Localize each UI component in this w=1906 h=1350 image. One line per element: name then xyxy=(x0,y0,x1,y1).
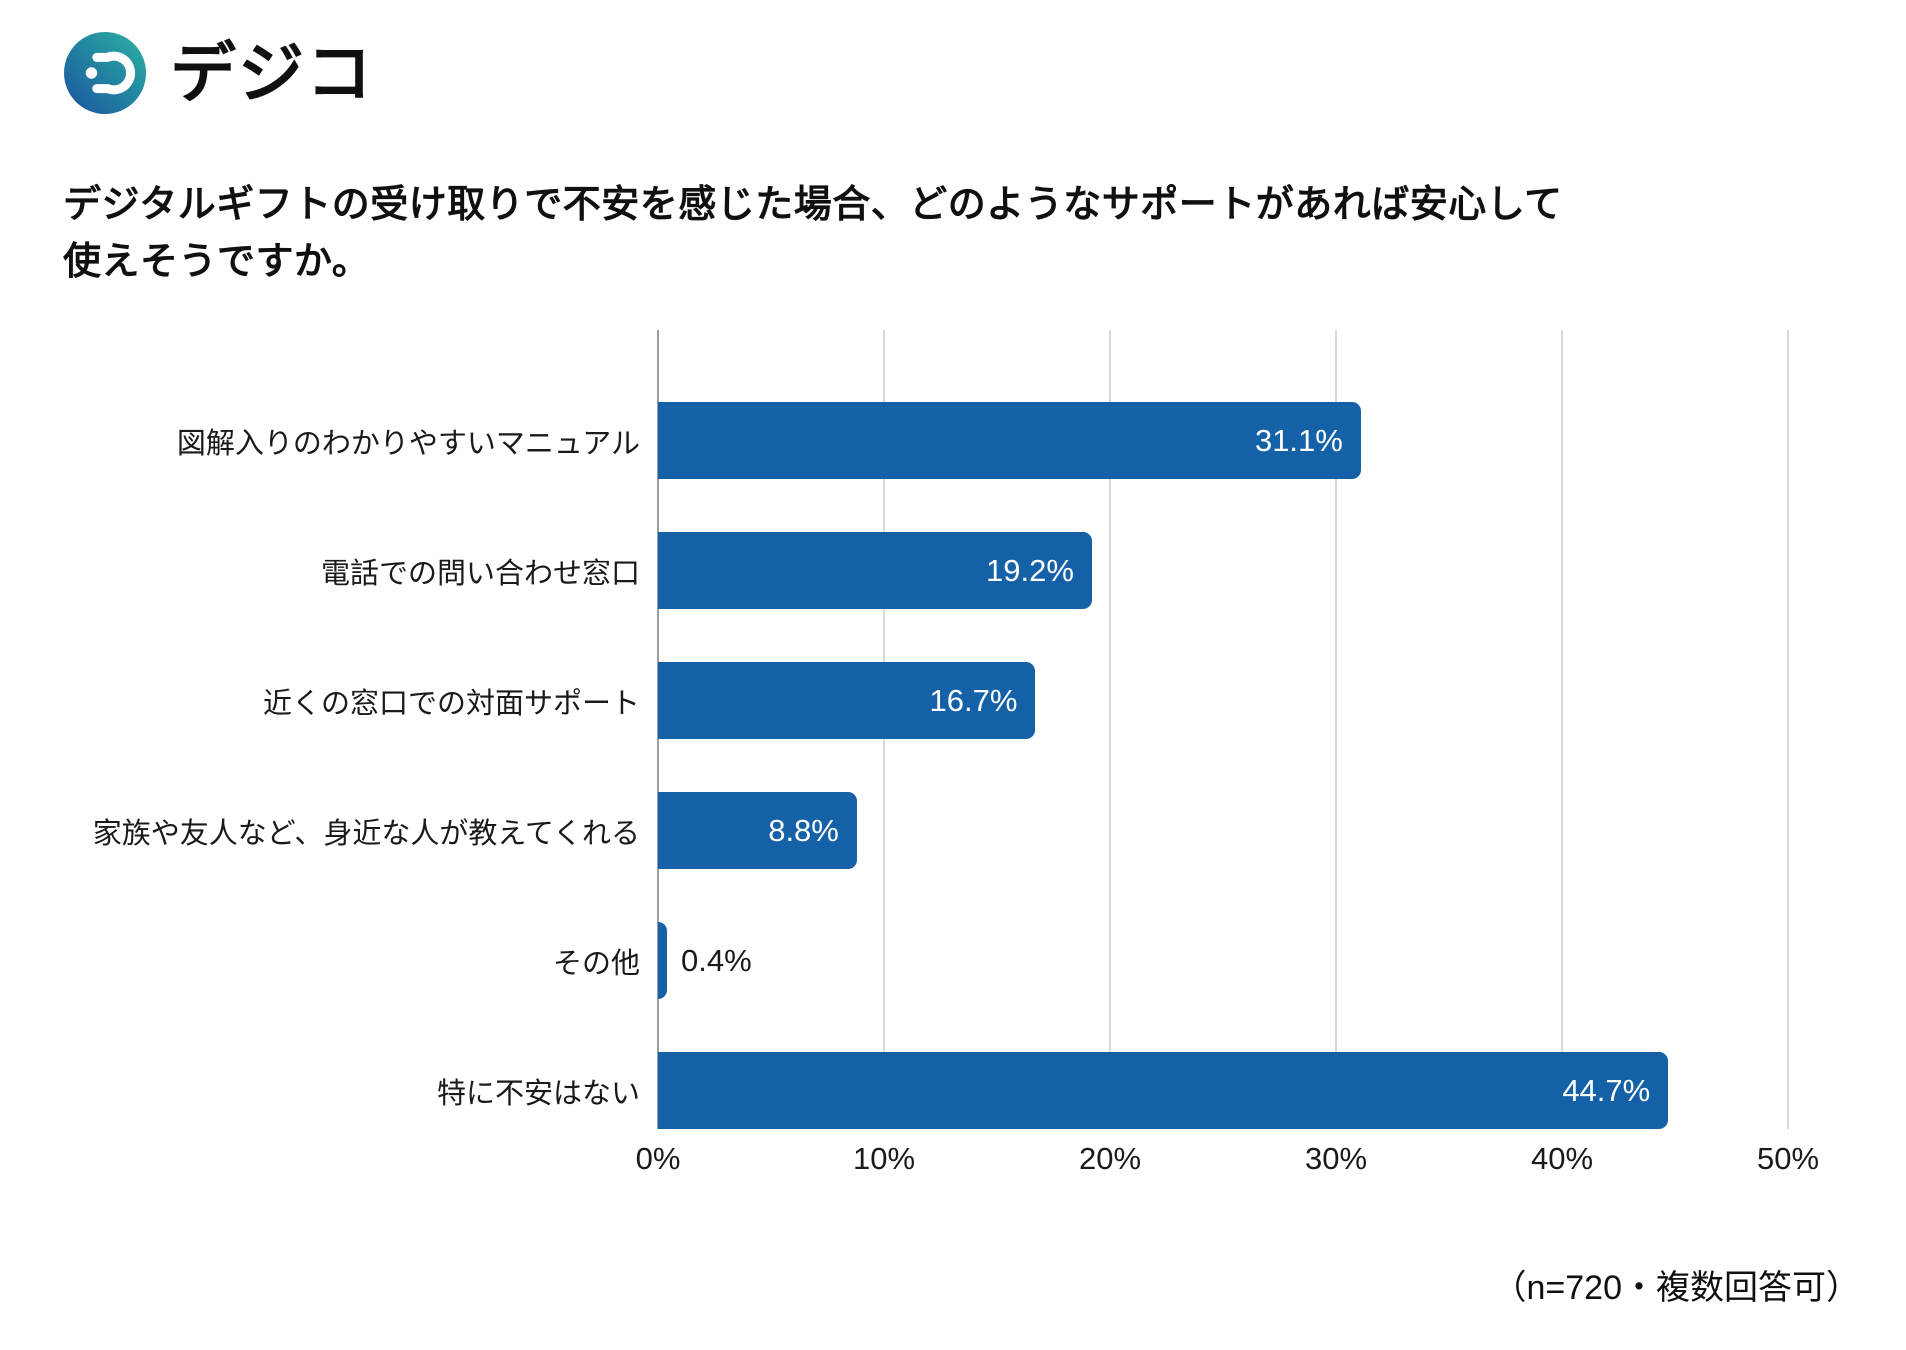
x-axis-tick-label: 10% xyxy=(852,1141,916,1176)
bar-row: 31.1% xyxy=(658,402,1788,479)
bar: 31.1% xyxy=(658,402,1361,479)
category-label: 近くの窓口での対面サポート xyxy=(262,687,640,720)
gridline xyxy=(1787,330,1789,1129)
x-axis-tick-label: 30% xyxy=(1304,1141,1368,1176)
gridline xyxy=(1561,330,1563,1129)
category-label: 電話での問い合わせ窓口 xyxy=(320,557,640,590)
title-line-2: 使えそうですか。 xyxy=(63,241,371,284)
digico-logo-icon xyxy=(64,32,146,114)
bar-value-label: 31.1% xyxy=(1254,422,1343,458)
bar-row: 44.7% xyxy=(658,1052,1788,1129)
survey-question-title: デジタルギフトの受け取りで不安を感じた場合、どのようなサポートがあれば安心して … xyxy=(63,177,1563,291)
category-label: 図解入りのわかりやすいマニュアル xyxy=(176,427,640,460)
bar xyxy=(658,922,668,999)
x-axis-tick-label: 40% xyxy=(1530,1141,1594,1176)
bar-value-label: 0.4% xyxy=(681,942,752,978)
x-axis-tick-label: 20% xyxy=(1078,1141,1142,1176)
category-label: 家族や友人など、身近な人が教えてくれる xyxy=(92,817,640,850)
bar: 16.7% xyxy=(658,662,1036,739)
category-label: 特に不安はない xyxy=(436,1077,640,1110)
category-label: その他 xyxy=(552,947,640,980)
brand-logo: デジコ xyxy=(64,32,374,114)
bar-value-label: 19.2% xyxy=(986,552,1074,588)
bar-row: 0.4% xyxy=(658,922,1788,999)
bar-value-label: 8.8% xyxy=(768,812,839,848)
x-axis-tick-label: 50% xyxy=(1756,1141,1820,1176)
title-line-1: デジタルギフトの受け取りで不安を感じた場合、どのようなサポートがあれば安心して xyxy=(63,184,1563,227)
category-labels: 図解入りのわかりやすいマニュアル電話での問い合わせ窓口近くの窓口での対面サポート… xyxy=(0,330,640,1129)
bar-row: 16.7% xyxy=(658,662,1788,739)
bar: 19.2% xyxy=(658,532,1092,609)
gridline xyxy=(1109,330,1111,1129)
bar: 8.8% xyxy=(658,792,857,869)
gridline xyxy=(1335,330,1337,1129)
bar-value-label: 16.7% xyxy=(929,682,1018,718)
bar-value-label: 44.7% xyxy=(1562,1072,1651,1108)
plot-area: 31.1% 19.2% 16.7% 8.8% 0.4% 44.7% xyxy=(657,330,1789,1129)
x-axis-tick-label: 0% xyxy=(635,1141,681,1176)
x-axis: 0% 10% 20% 30% 40% 50% xyxy=(636,1141,1819,1181)
sample-size-note: （n=720・複数回答可） xyxy=(1492,1269,1861,1307)
bar-row: 19.2% xyxy=(658,532,1788,609)
brand-name: デジコ xyxy=(170,36,374,110)
bar: 44.7% xyxy=(658,1052,1669,1129)
bar-row: 8.8% xyxy=(658,792,1788,869)
